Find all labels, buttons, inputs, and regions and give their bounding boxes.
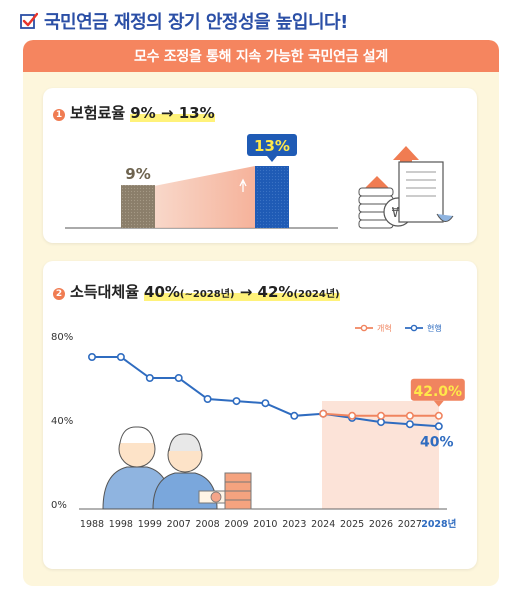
data-point bbox=[405, 420, 414, 429]
section2-label: 소득대체율 bbox=[70, 283, 140, 301]
up-arrow-icon bbox=[239, 178, 247, 192]
legend-label: 현행 bbox=[427, 323, 442, 333]
data-point bbox=[261, 399, 270, 408]
contribution-bar bbox=[121, 185, 155, 228]
data-point bbox=[434, 411, 443, 420]
x-tick-label: 2027 bbox=[398, 519, 422, 530]
x-tick-label: 2007 bbox=[167, 519, 191, 530]
legend-marker bbox=[360, 324, 368, 332]
section2-to: 42% bbox=[257, 283, 294, 301]
section1-label: 보험료율 bbox=[70, 104, 126, 122]
section2-to-note: (2024년) bbox=[293, 289, 340, 300]
y-tick-label: 40% bbox=[51, 416, 73, 427]
x-tick-label: 1999 bbox=[138, 519, 162, 530]
series-end-label: 42.0% bbox=[414, 384, 463, 400]
series-end-label: 40% bbox=[420, 434, 454, 450]
contribution-bar bbox=[255, 166, 289, 228]
bar-label-pointer bbox=[267, 156, 277, 162]
page-title: 국민연금 재정의 장기 안정성을 높입니다! bbox=[20, 8, 348, 34]
x-tick-label: 2010 bbox=[253, 519, 277, 530]
x-tick-label: 2025 bbox=[340, 519, 364, 530]
bar-data-label: 13% bbox=[254, 137, 290, 155]
x-tick-label: 2024 bbox=[311, 519, 335, 530]
replacement-rate-card: 2 소득대체율 40%(~2028년) → 42%(2024년) 80% 40% 0… bbox=[43, 261, 477, 569]
section2-arrow: → bbox=[239, 283, 253, 301]
y-tick-label: 80% bbox=[51, 332, 73, 343]
series-end-label-pointer bbox=[433, 400, 444, 407]
data-point bbox=[87, 353, 96, 362]
data-point bbox=[290, 411, 299, 420]
x-tick-label: 2023 bbox=[282, 519, 306, 530]
legend-marker bbox=[410, 324, 418, 332]
x-tick-label: 1988 bbox=[80, 519, 104, 530]
y-tick-label: 0% bbox=[51, 500, 67, 511]
data-point bbox=[174, 374, 183, 383]
section1-arrow: → bbox=[160, 104, 174, 122]
contribution-rate-card: 1 보험료율 9% → 13% 9% 13% bbox=[43, 88, 477, 243]
banner: 모수 조정을 통해 지속 가능한 국민연금 설계 bbox=[23, 40, 499, 72]
data-point bbox=[376, 418, 385, 427]
bar-data-label: 9% bbox=[125, 165, 150, 183]
x-tick-label: 2026 bbox=[369, 519, 393, 530]
contribution-bar-chart: 9%13% ₩ bbox=[65, 134, 454, 229]
bar-label-box bbox=[247, 134, 297, 156]
replacement-line-chart: 80% 40% 0% 1988 1998 1999 2007 2008 2009 2010 202… bbox=[51, 323, 465, 530]
data-point bbox=[145, 374, 154, 383]
data-point bbox=[232, 397, 241, 406]
data-point bbox=[203, 395, 212, 404]
section2-value: 40%(~2028년) → 42%(2024년) bbox=[144, 283, 340, 301]
data-point bbox=[116, 353, 125, 362]
x-tick-label: 1998 bbox=[109, 519, 133, 530]
x-tick-label: 2008 bbox=[196, 519, 220, 530]
checkbox-icon bbox=[20, 12, 38, 29]
money-stack-icon bbox=[198, 472, 252, 510]
section2-title: 2 소득대체율 40%(~2028년) → 42%(2024년) bbox=[53, 281, 340, 302]
increase-wedge bbox=[149, 166, 255, 228]
legend-label: 개혁 bbox=[377, 323, 392, 333]
series-end-label-box bbox=[410, 378, 465, 401]
section1-title: 1 보험료율 9% → 13% bbox=[53, 102, 215, 123]
section2-from: 40% bbox=[144, 283, 180, 301]
section2-from-note: (~2028년) bbox=[179, 289, 235, 300]
section2-number: 2 bbox=[53, 288, 65, 300]
section1-to: 13% bbox=[178, 104, 215, 122]
x-tick-label: 2009 bbox=[224, 519, 248, 530]
page-title-text: 국민연금 재정의 장기 안정성을 높입니다! bbox=[44, 12, 348, 33]
section1-number: 1 bbox=[53, 109, 65, 121]
data-point bbox=[319, 409, 328, 418]
data-point bbox=[434, 422, 443, 431]
document-icon bbox=[398, 161, 454, 223]
section1-from: 9% bbox=[130, 104, 156, 122]
data-point bbox=[405, 411, 414, 420]
x-tick-label: 2028년 bbox=[421, 518, 456, 530]
data-point bbox=[376, 411, 385, 420]
data-point bbox=[348, 411, 357, 420]
section1-value: 9% → 13% bbox=[130, 104, 215, 122]
